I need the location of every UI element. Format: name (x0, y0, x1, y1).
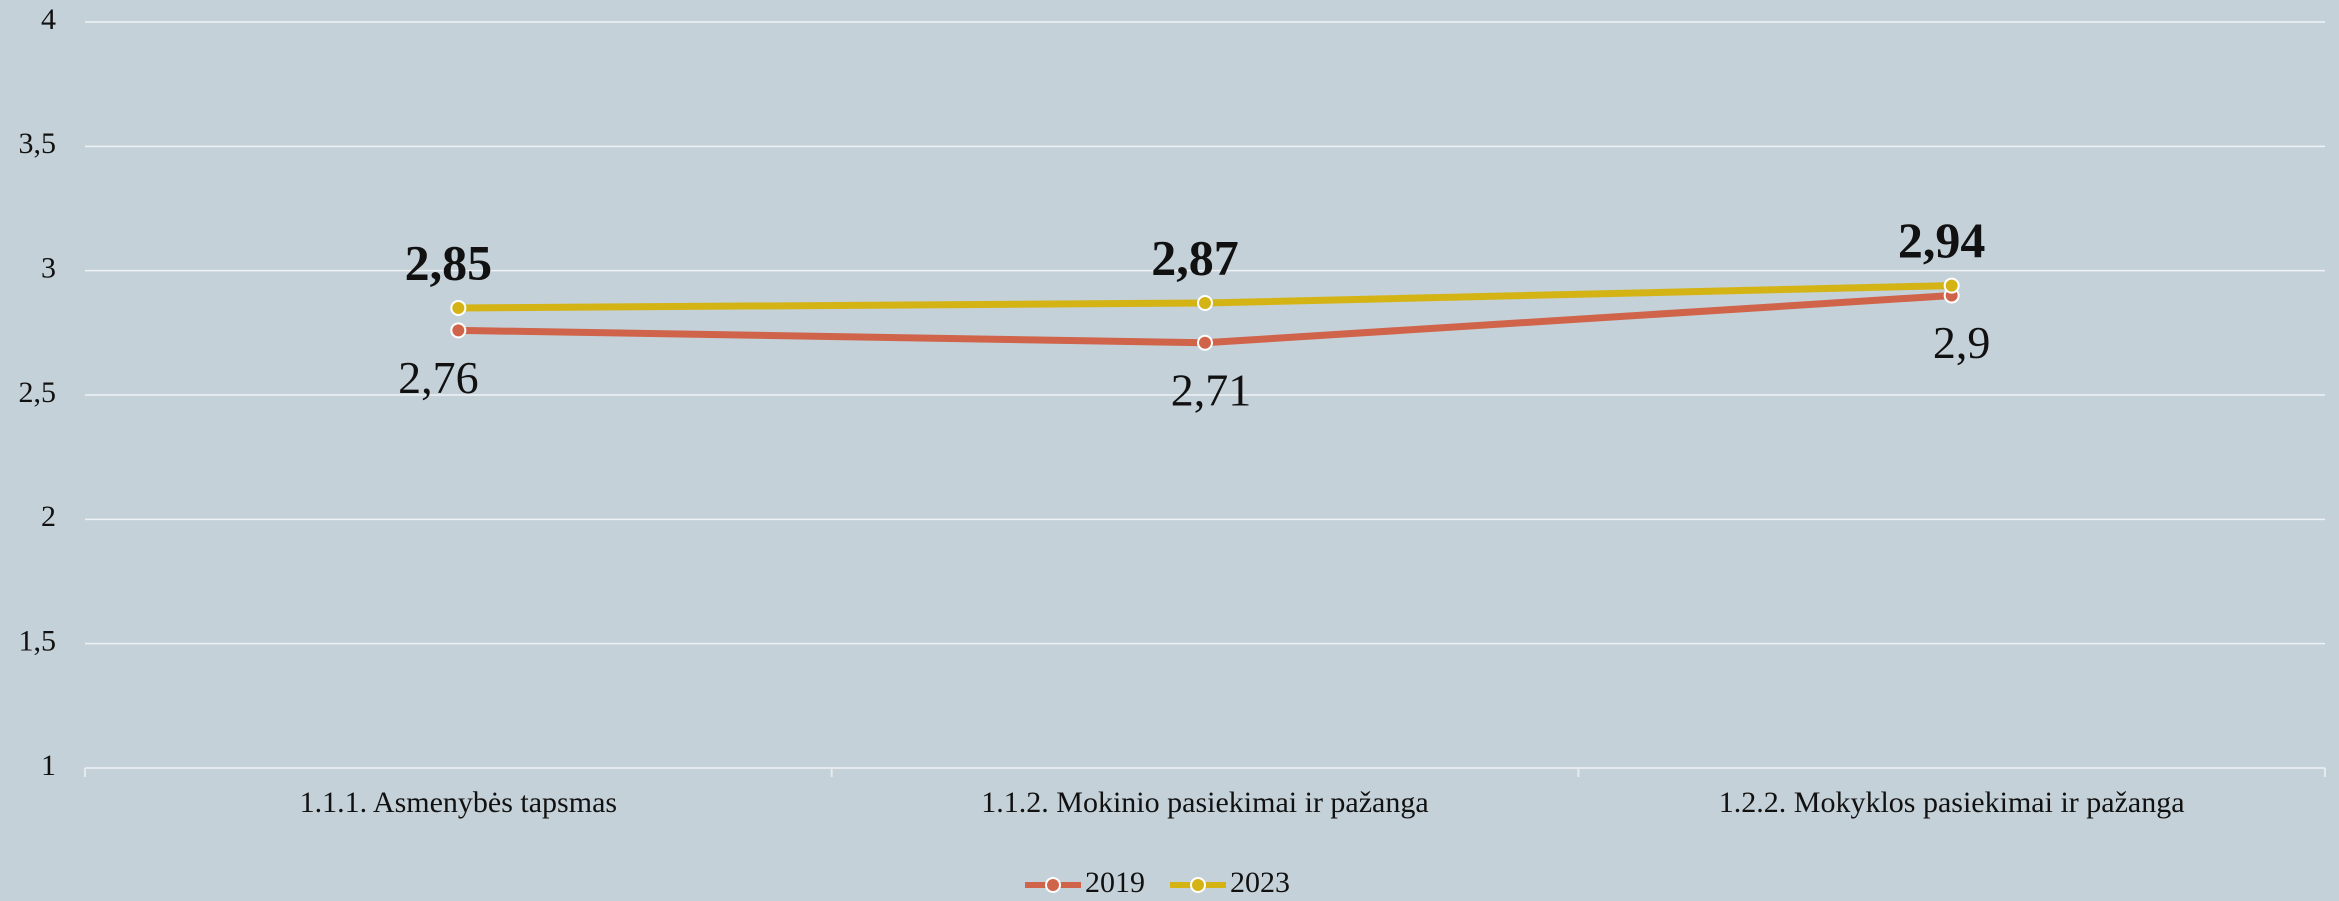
y-tick-label: 3 (41, 252, 56, 285)
point (1197, 294, 1213, 311)
point (1197, 334, 1213, 351)
legend-label: 2023 (1230, 866, 1290, 899)
point (450, 299, 467, 316)
x-tick-label: 1.2.2. Mokyklos pasiekimai ir pažanga (1719, 786, 2185, 819)
point (1943, 277, 1960, 294)
legend-label: 2019 (1085, 866, 1145, 899)
data-label: 2,94 (1898, 212, 1986, 268)
x-tick-label: 1.1.2. Mokinio pasiekimai ir pažanga (981, 786, 1428, 819)
y-tick-label: 2 (41, 500, 56, 533)
data-label: 2,71 (1171, 364, 1252, 415)
data-label: 2,85 (405, 234, 493, 290)
legend-marker (1045, 877, 1061, 893)
x-tick-label: 1.1.1. Asmenybės tapsmas (300, 786, 617, 819)
y-tick-label: 4 (41, 3, 56, 36)
data-label: 2,9 (1933, 317, 1991, 368)
data-label: 2,87 (1151, 229, 1239, 285)
y-tick-label: 2,5 (19, 376, 57, 409)
y-tick-label: 3,5 (19, 127, 57, 160)
point (450, 322, 467, 339)
y-tick-label: 1 (41, 749, 56, 782)
y-tick-label: 1,5 (19, 625, 57, 658)
data-label: 2,76 (398, 352, 479, 403)
legend-marker (1190, 877, 1206, 893)
